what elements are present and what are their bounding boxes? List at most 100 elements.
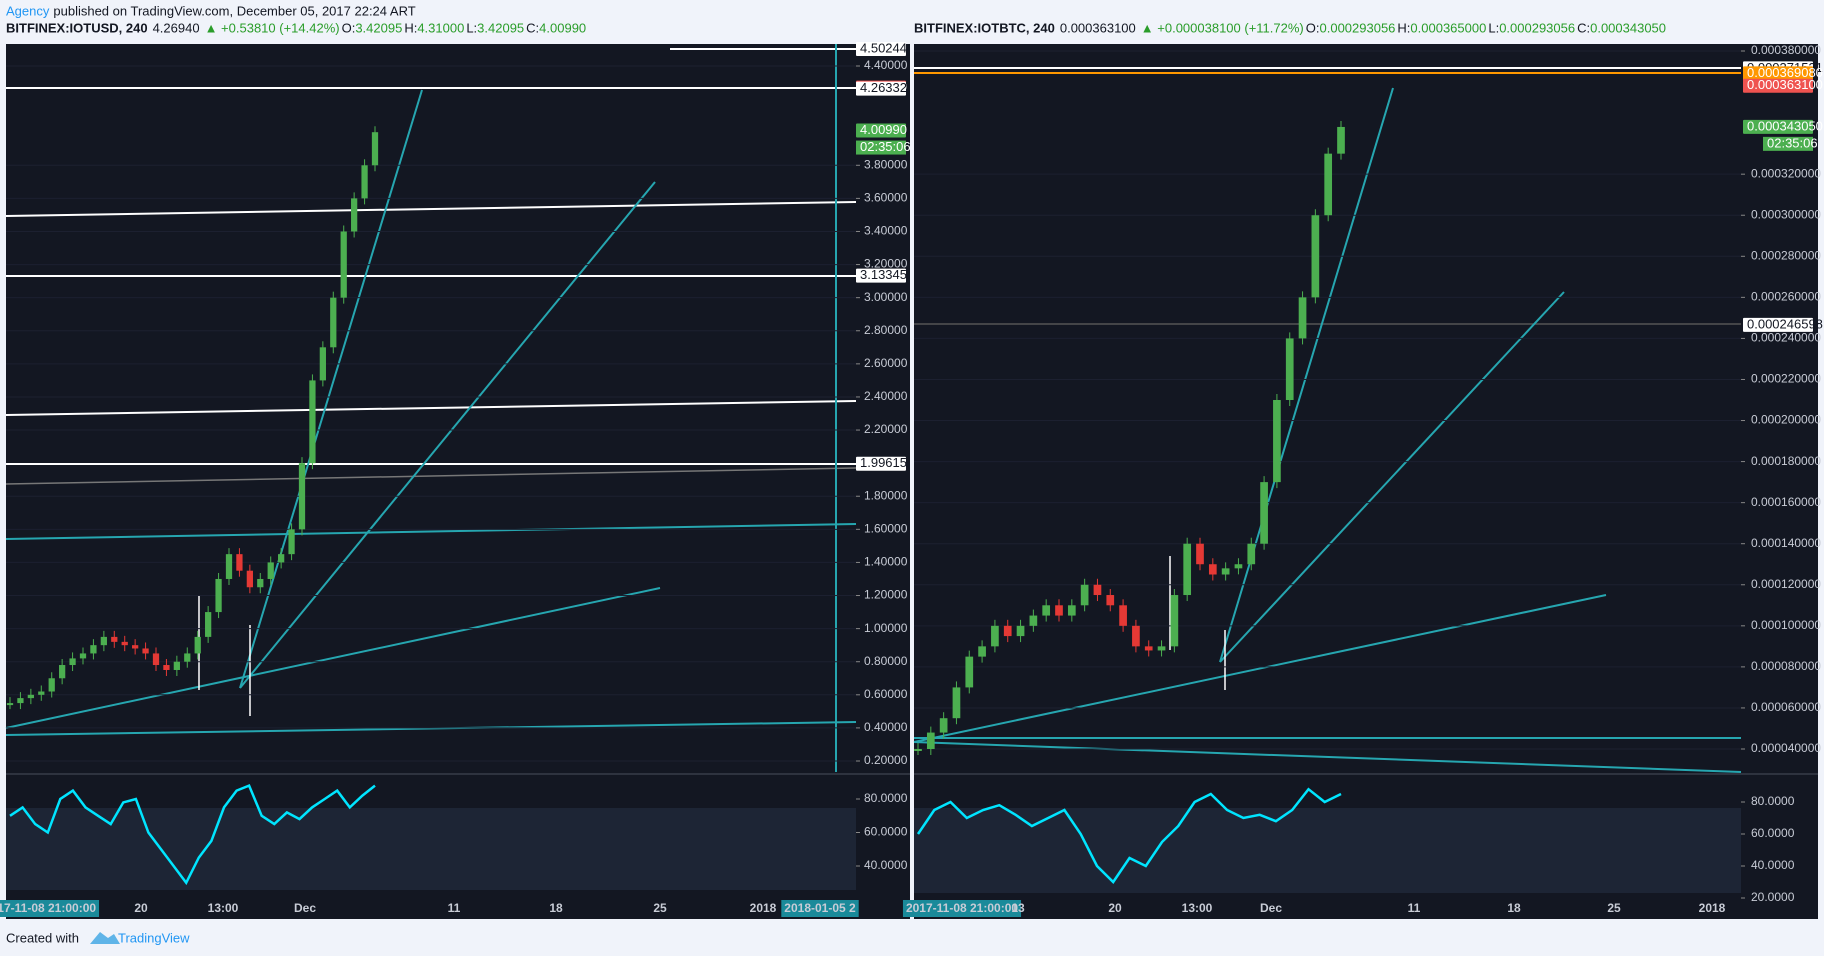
price-tick-label: 0.000120000 <box>1751 577 1821 591</box>
rsi-line <box>916 787 1342 884</box>
price-label-box <box>856 123 906 138</box>
drawings <box>5 44 857 772</box>
price-tick-label: 0.000140000 <box>1751 536 1821 550</box>
price-tick-label: 0.000280000 <box>1751 248 1821 262</box>
price-label: 4.50244 <box>860 40 907 55</box>
time-label: 25 <box>1607 901 1621 915</box>
price-label-box <box>856 268 906 283</box>
candle <box>1003 625 1012 637</box>
rsi-band <box>914 808 1741 893</box>
price-label: 0.000369080 <box>1747 65 1823 80</box>
drawings <box>913 67 1742 773</box>
candle <box>319 347 326 381</box>
ohlc-value: 3.42095 <box>477 20 524 35</box>
candle <box>278 554 285 563</box>
ohlc-label: C: <box>1577 20 1590 35</box>
candle <box>257 578 264 588</box>
candle <box>184 653 191 662</box>
ohlc-value: 0.000293056 <box>1320 20 1396 35</box>
candle <box>351 198 358 232</box>
candle <box>991 625 999 647</box>
candle <box>142 648 149 654</box>
published: published on TradingView.com, December 0… <box>53 3 415 18</box>
time-label-box <box>781 900 859 917</box>
last-price: 4.26940 <box>153 20 200 35</box>
brand[interactable]: TradingView <box>118 930 190 945</box>
author[interactable]: Agency <box>6 3 50 18</box>
time-label: Dec <box>1260 901 1282 915</box>
candle <box>330 297 337 348</box>
candle <box>914 749 922 751</box>
created-with: Created with <box>6 930 79 945</box>
price-tick-label: 1.00000 <box>864 621 908 635</box>
ohlc-label: O: <box>1306 20 1320 35</box>
countdown-box <box>1763 136 1813 151</box>
price-tick-label: 0.40000 <box>864 720 908 734</box>
candle <box>215 578 222 613</box>
price-tick-label: 0.000240000 <box>1751 331 1821 345</box>
price-label: 4.00990 <box>860 122 907 137</box>
time-label-box <box>0 900 100 917</box>
price-tick-label: 0.000220000 <box>1751 372 1821 386</box>
candle <box>1247 543 1256 565</box>
candle <box>309 380 316 464</box>
time-label: 2018 <box>750 901 777 915</box>
price-tick-label: 1.80000 <box>864 488 908 502</box>
candle <box>1260 482 1268 544</box>
candle <box>926 732 935 749</box>
candle <box>225 554 233 579</box>
price-label: 1.99615 <box>860 455 907 470</box>
pane: BITFINEX:IOTUSD, 240 4.26940 ▲ +0.53810 (+… <box>0 20 911 917</box>
price-tick-label: 0.000300000 <box>1751 207 1821 221</box>
candle <box>246 570 253 588</box>
ohlc-label: O: <box>342 20 356 35</box>
candle <box>1234 564 1243 569</box>
candle <box>267 562 274 579</box>
candle <box>978 646 986 657</box>
time-label: 20 <box>134 901 148 915</box>
time-label: 2017-11-08 21:00:00 <box>906 901 1018 915</box>
price-label-box <box>1743 78 1813 93</box>
candle <box>1208 564 1217 575</box>
price-tick-label: 2.80000 <box>864 323 908 337</box>
price-tick-label: 2.40000 <box>864 389 908 403</box>
candle <box>1285 338 1294 400</box>
candle <box>59 665 66 679</box>
time-label: 2018-01-05 2 <box>784 901 856 915</box>
candle <box>1144 646 1153 651</box>
candle <box>340 231 347 298</box>
price-label: 0.000363100 <box>1747 77 1823 92</box>
rsi-line <box>9 783 376 886</box>
candle <box>152 653 160 666</box>
candle <box>17 698 24 704</box>
rsi-tick-label: 40.0000 <box>1751 858 1795 872</box>
candle <box>371 132 379 166</box>
time-label: 13:00 <box>1182 901 1213 915</box>
price-tick-label: 0.60000 <box>864 687 908 701</box>
price-tick-label: 4.40000 <box>864 58 908 72</box>
candle <box>1196 543 1204 565</box>
candle <box>79 653 87 659</box>
candle <box>6 703 14 706</box>
price-label-box <box>856 81 906 96</box>
rsi-tick-label: 80.0000 <box>864 791 908 805</box>
time-label: 20 <box>1108 901 1122 915</box>
countdown: 02:35:06 <box>1767 135 1818 150</box>
ohlc-label: H: <box>404 20 417 35</box>
price-tick-label: 3.60000 <box>864 191 908 205</box>
candle <box>1337 126 1345 154</box>
time-label: Dec <box>294 901 316 915</box>
time-label: 18 <box>1507 901 1521 915</box>
price-tick-label: 1.60000 <box>864 522 908 536</box>
rsi-tick-label: 20.0000 <box>1751 890 1795 904</box>
candle <box>1311 215 1320 298</box>
symbol: BITFINEX:IOTBTC, 240 <box>914 20 1055 35</box>
price-tick-label: 0.000040000 <box>1751 741 1821 755</box>
rsi-tick-label: 60.0000 <box>1751 826 1795 840</box>
price-tick-label: 3.20000 <box>864 257 908 271</box>
candle <box>1132 625 1140 647</box>
candle <box>939 718 948 733</box>
price-label: 4.26332 <box>860 80 907 95</box>
candle <box>121 641 128 646</box>
candle <box>163 665 170 670</box>
